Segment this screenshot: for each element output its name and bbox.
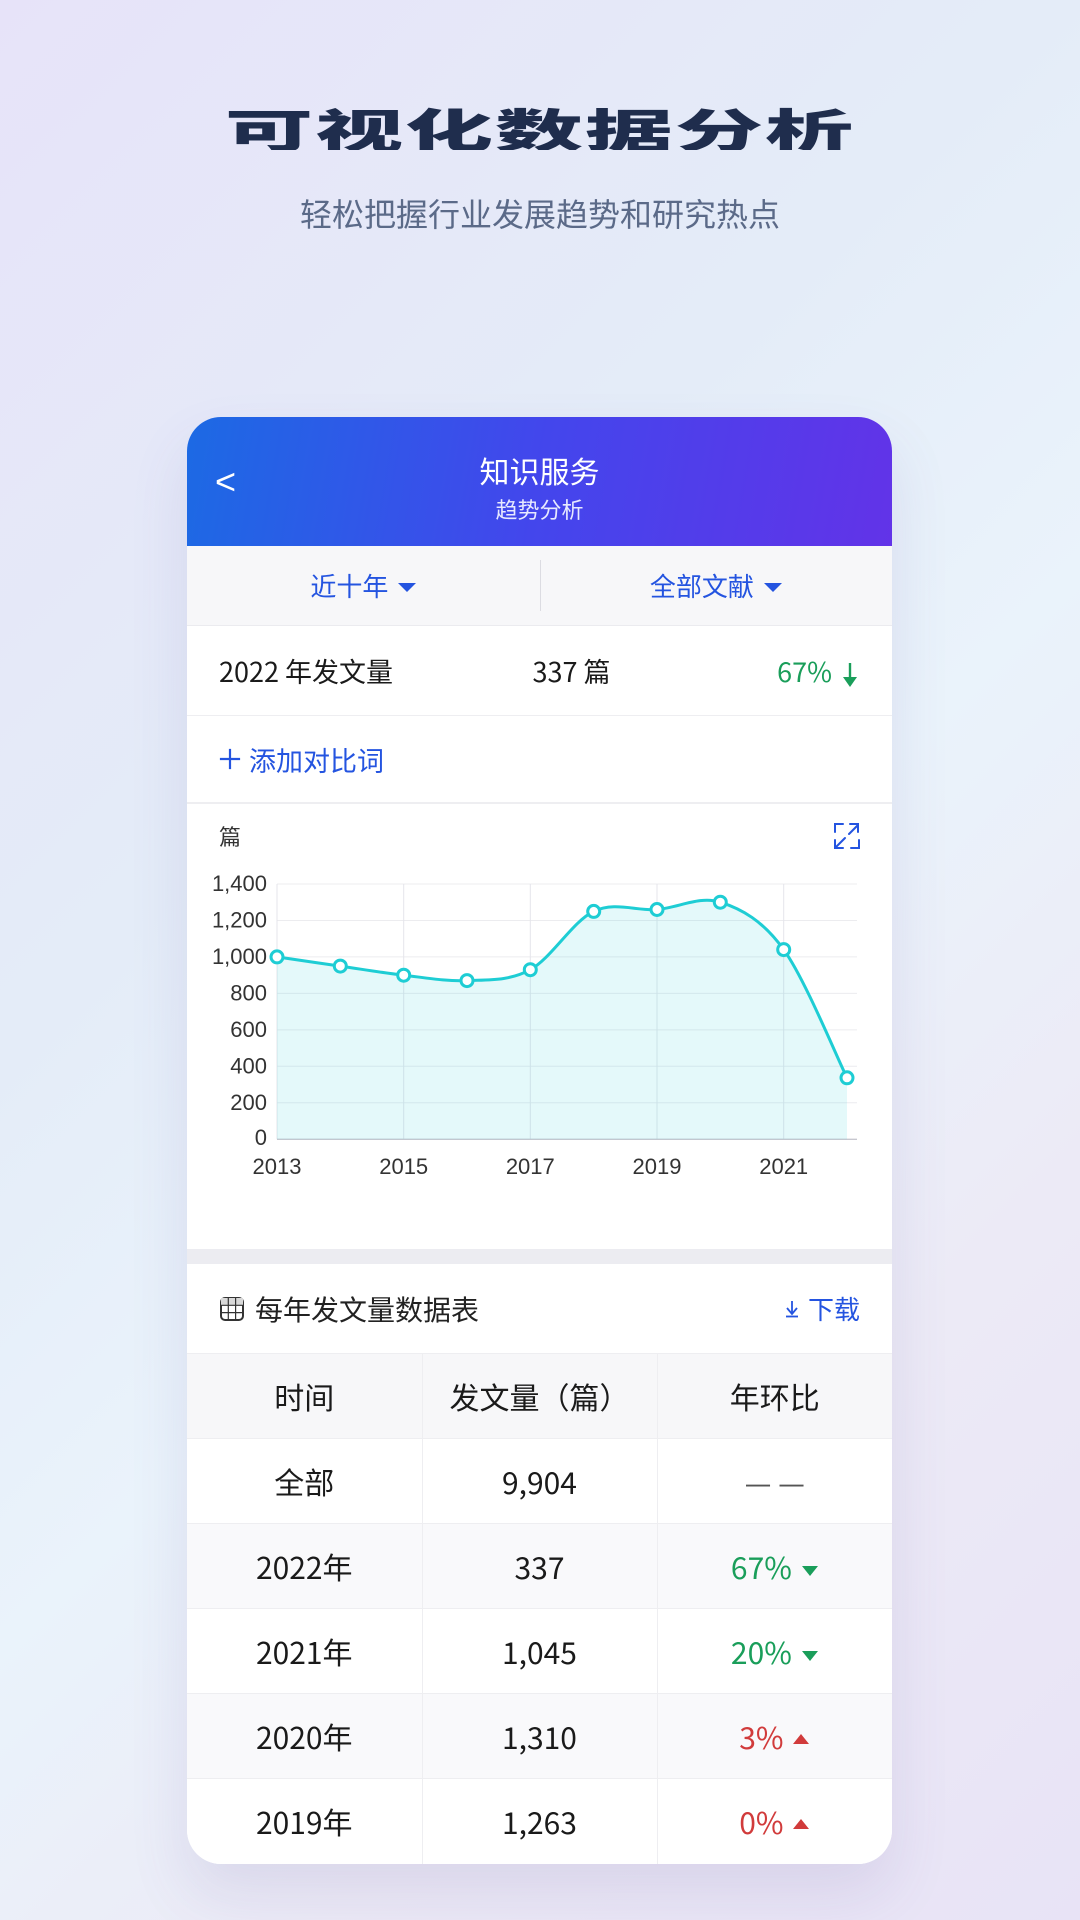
svg-text:1,000: 1,000	[212, 944, 267, 969]
svg-text:2019: 2019	[633, 1154, 682, 1179]
svg-text:2017: 2017	[506, 1154, 555, 1179]
svg-text:800: 800	[230, 980, 267, 1005]
svg-text:2013: 2013	[253, 1154, 302, 1179]
svg-text:400: 400	[230, 1053, 267, 1078]
svg-text:2015: 2015	[379, 1154, 428, 1179]
svg-text:2021: 2021	[759, 1154, 808, 1179]
svg-text:1,200: 1,200	[212, 908, 267, 933]
svg-text:0: 0	[255, 1125, 267, 1150]
svg-text:600: 600	[230, 1017, 267, 1042]
svg-text:1,400: 1,400	[212, 871, 267, 896]
svg-text:200: 200	[230, 1090, 267, 1115]
